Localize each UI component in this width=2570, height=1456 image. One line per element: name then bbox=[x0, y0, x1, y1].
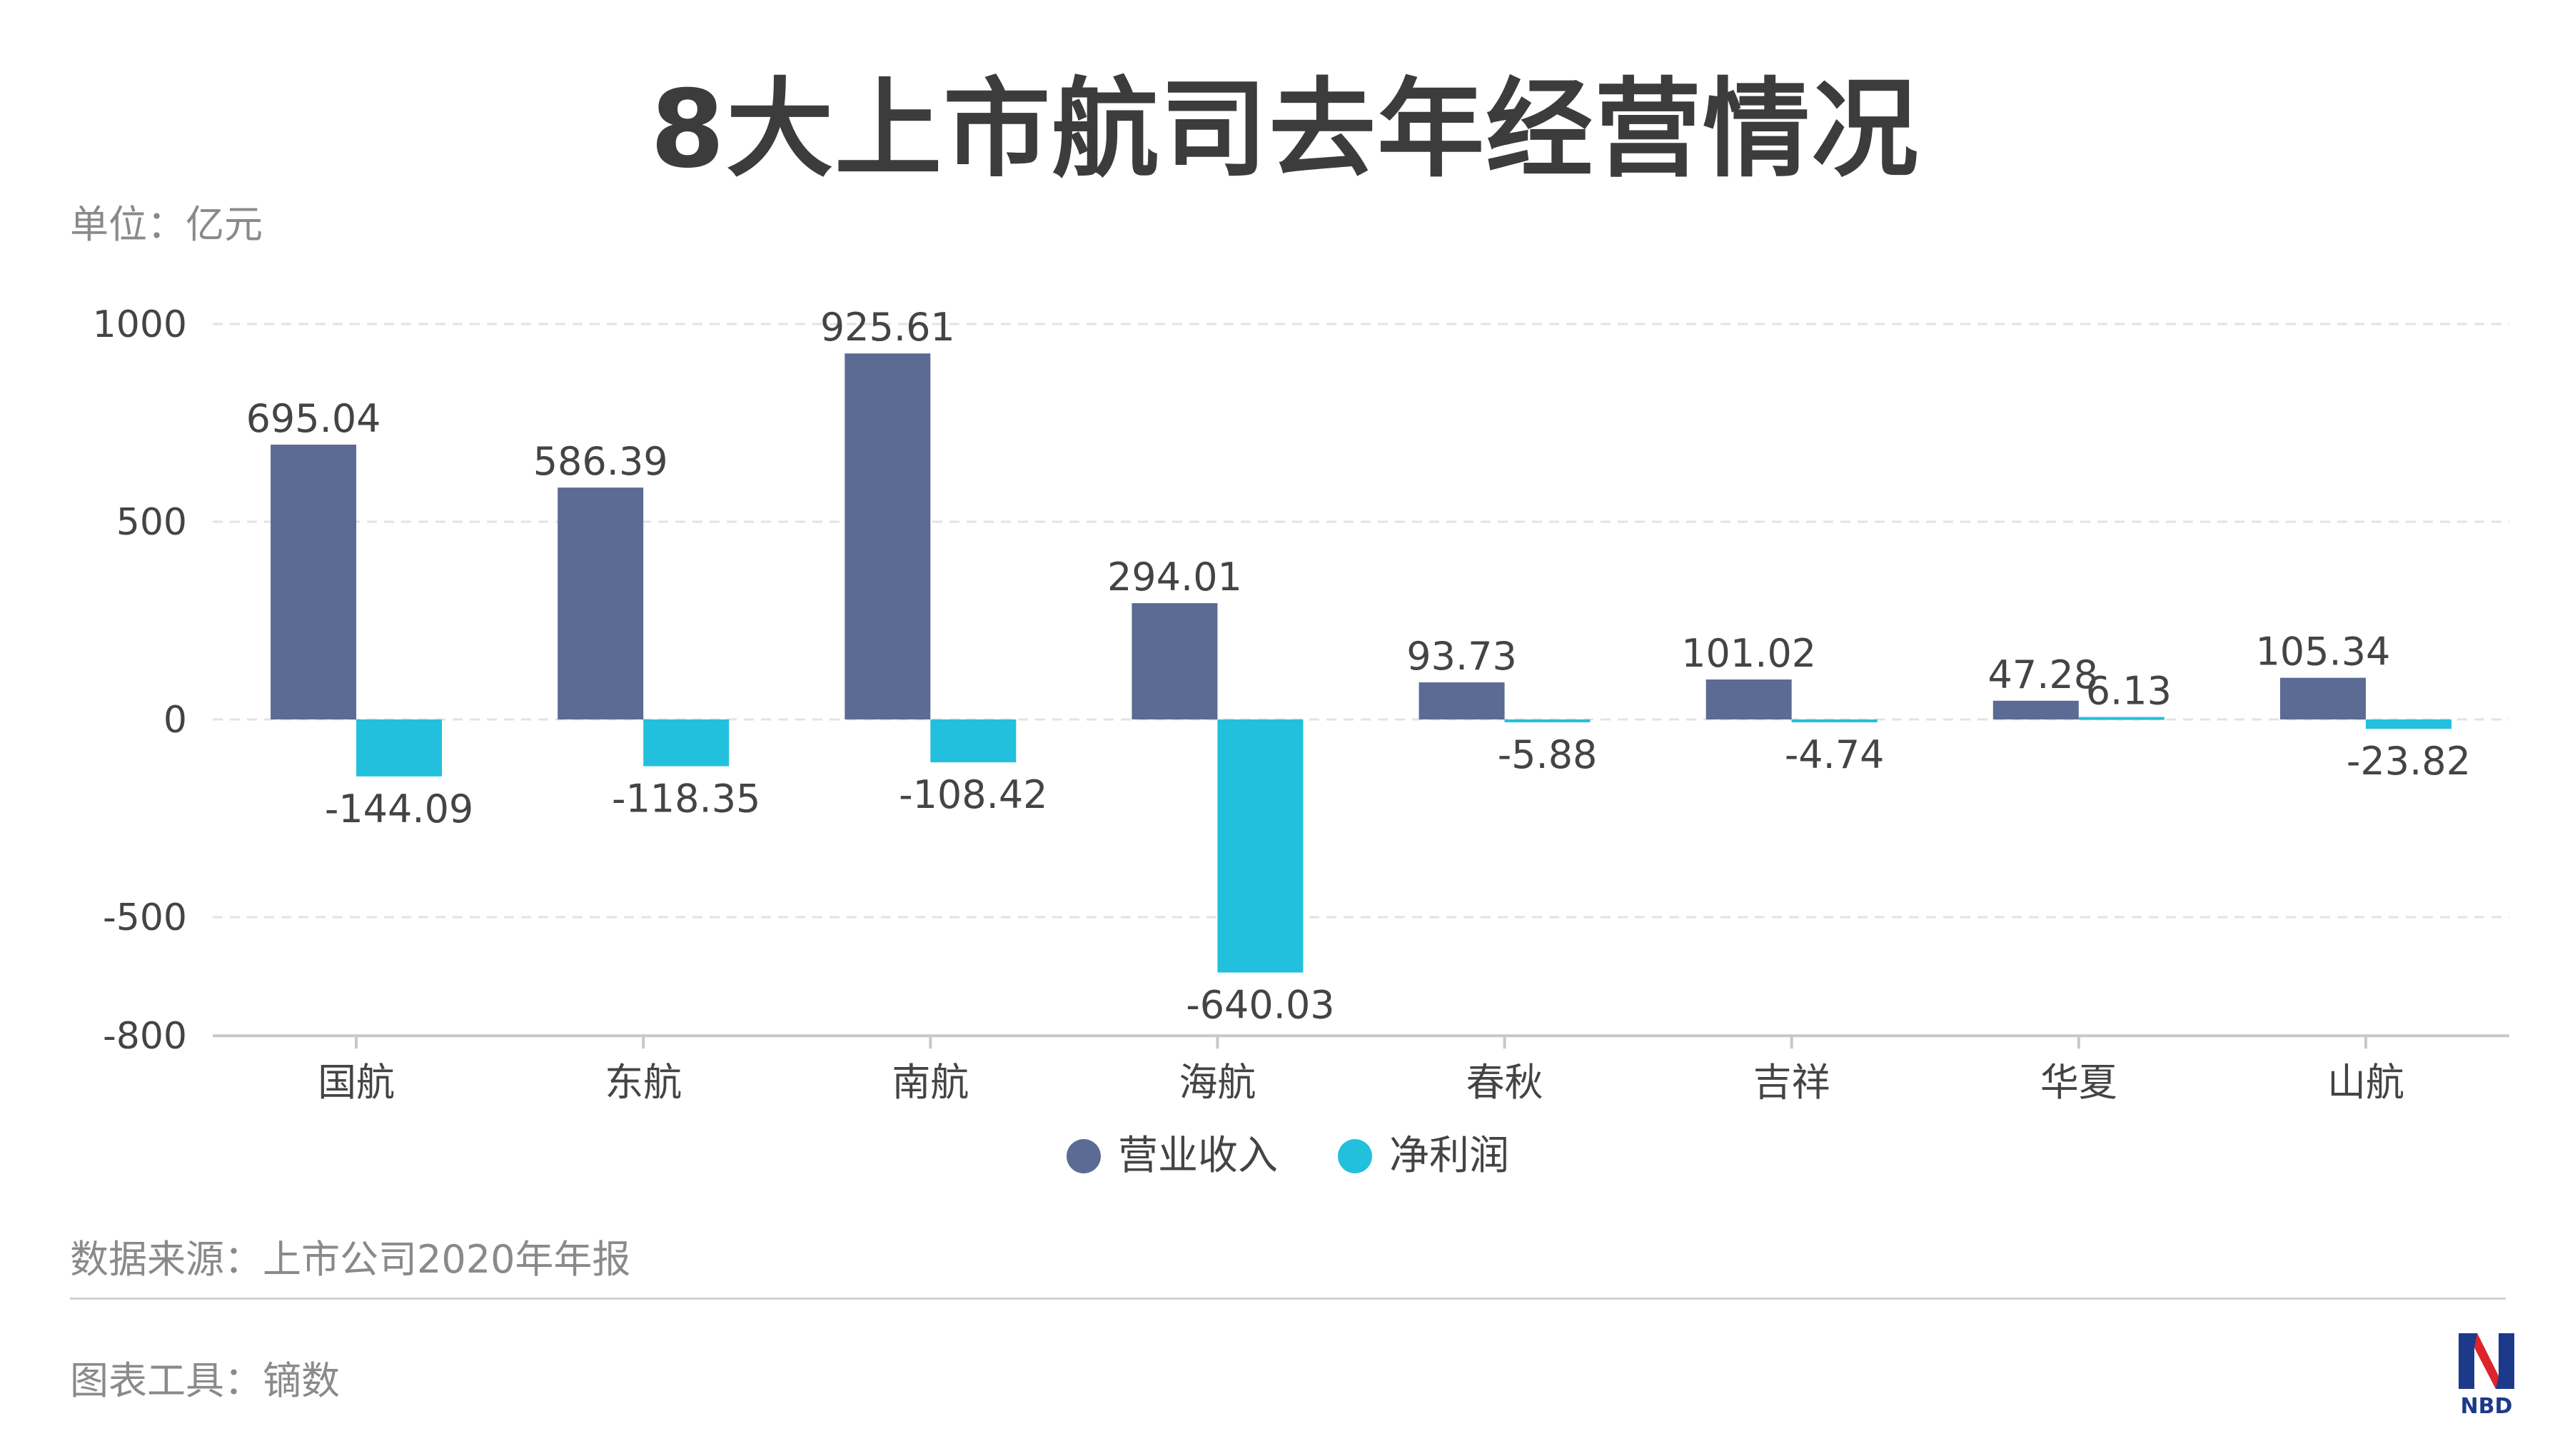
x-tick-label: 吉祥 bbox=[1753, 1060, 1830, 1105]
data-label: -118.35 bbox=[612, 777, 760, 821]
data-label: 586.39 bbox=[533, 439, 668, 484]
y-tick-label: -500 bbox=[103, 896, 187, 939]
data-label: 47.28 bbox=[1988, 652, 2099, 697]
bar-revenue bbox=[1705, 679, 1792, 719]
x-tick-label: 海航 bbox=[1179, 1060, 1256, 1105]
legend-label: 营业收入 bbox=[1118, 1133, 1278, 1179]
y-axis-ticks: 1000 500 0 -500 -800 bbox=[93, 303, 187, 1058]
bar-profit bbox=[2365, 719, 2451, 729]
x-tick-label: 春秋 bbox=[1466, 1060, 1543, 1105]
x-axis-ticks: 国航 东航 南航 海航 春秋 吉祥 华夏 山航 bbox=[318, 1036, 2404, 1105]
data-label: -144.09 bbox=[325, 787, 473, 831]
bar-chart: 1000 500 0 -500 -800 695.04 -144.09 586.39 -118… bbox=[93, 303, 2509, 1179]
data-label: 294.01 bbox=[1107, 555, 1242, 600]
bar-revenue bbox=[1132, 603, 1218, 719]
x-tick-label: 山航 bbox=[2327, 1060, 2404, 1105]
footer-divider bbox=[70, 1298, 2506, 1300]
bar-profit bbox=[2078, 717, 2165, 720]
bar-revenue bbox=[271, 444, 357, 719]
bar-profit bbox=[643, 719, 730, 767]
data-labels: 695.04 -144.09 586.39 -118.35 925.61 -108.42 2… bbox=[246, 305, 2471, 1027]
bar-revenue bbox=[2279, 677, 2366, 719]
y-tick-label: 1000 bbox=[93, 303, 187, 346]
bar-profit bbox=[1217, 719, 1304, 973]
data-label: -640.03 bbox=[1186, 983, 1334, 1028]
x-tick-label: 东航 bbox=[605, 1060, 682, 1105]
bar-profit bbox=[356, 719, 443, 777]
data-label: 101.02 bbox=[1681, 631, 1816, 676]
bar-profit bbox=[930, 719, 1017, 763]
bar-revenue bbox=[1992, 700, 2079, 719]
legend: 营业收入 净利润 bbox=[1067, 1133, 1509, 1179]
unit-label: 单位：亿元 bbox=[70, 202, 263, 247]
legend-label: 净利润 bbox=[1389, 1133, 1509, 1179]
data-label: -5.88 bbox=[1498, 732, 1598, 777]
bar-revenue bbox=[1418, 682, 1505, 719]
bar-profit bbox=[1791, 719, 1878, 722]
data-label: -108.42 bbox=[899, 772, 1047, 817]
data-label: -4.74 bbox=[1785, 732, 1885, 777]
data-label: 925.61 bbox=[820, 305, 955, 350]
x-tick-label: 国航 bbox=[318, 1060, 395, 1105]
chart-tool-credit: 图表工具：镝数 bbox=[70, 1358, 340, 1403]
bar-revenue bbox=[558, 487, 644, 719]
data-label: 105.34 bbox=[2255, 630, 2390, 674]
data-label: 695.04 bbox=[246, 396, 381, 441]
nbd-logo: NBD bbox=[2459, 1333, 2514, 1419]
data-label: 6.13 bbox=[2086, 669, 2172, 714]
y-tick-label: 500 bbox=[116, 501, 187, 544]
bar-profit bbox=[1504, 719, 1591, 722]
y-tick-label: 0 bbox=[163, 699, 187, 742]
legend-marker-revenue bbox=[1067, 1139, 1101, 1173]
logo-text: NBD bbox=[2461, 1394, 2513, 1419]
y-tick-label: -800 bbox=[103, 1015, 187, 1058]
x-tick-label: 华夏 bbox=[2040, 1060, 2117, 1105]
x-tick-label: 南航 bbox=[892, 1060, 969, 1105]
bars bbox=[271, 353, 2451, 973]
data-label: 93.73 bbox=[1406, 634, 1517, 679]
bar-revenue bbox=[845, 353, 931, 720]
data-label: -23.82 bbox=[2347, 739, 2471, 784]
chart-title: 8大上市航司去年经营情况 bbox=[650, 68, 1920, 192]
legend-marker-profit bbox=[1338, 1139, 1372, 1173]
data-source: 数据来源：上市公司2020年年报 bbox=[70, 1237, 631, 1282]
